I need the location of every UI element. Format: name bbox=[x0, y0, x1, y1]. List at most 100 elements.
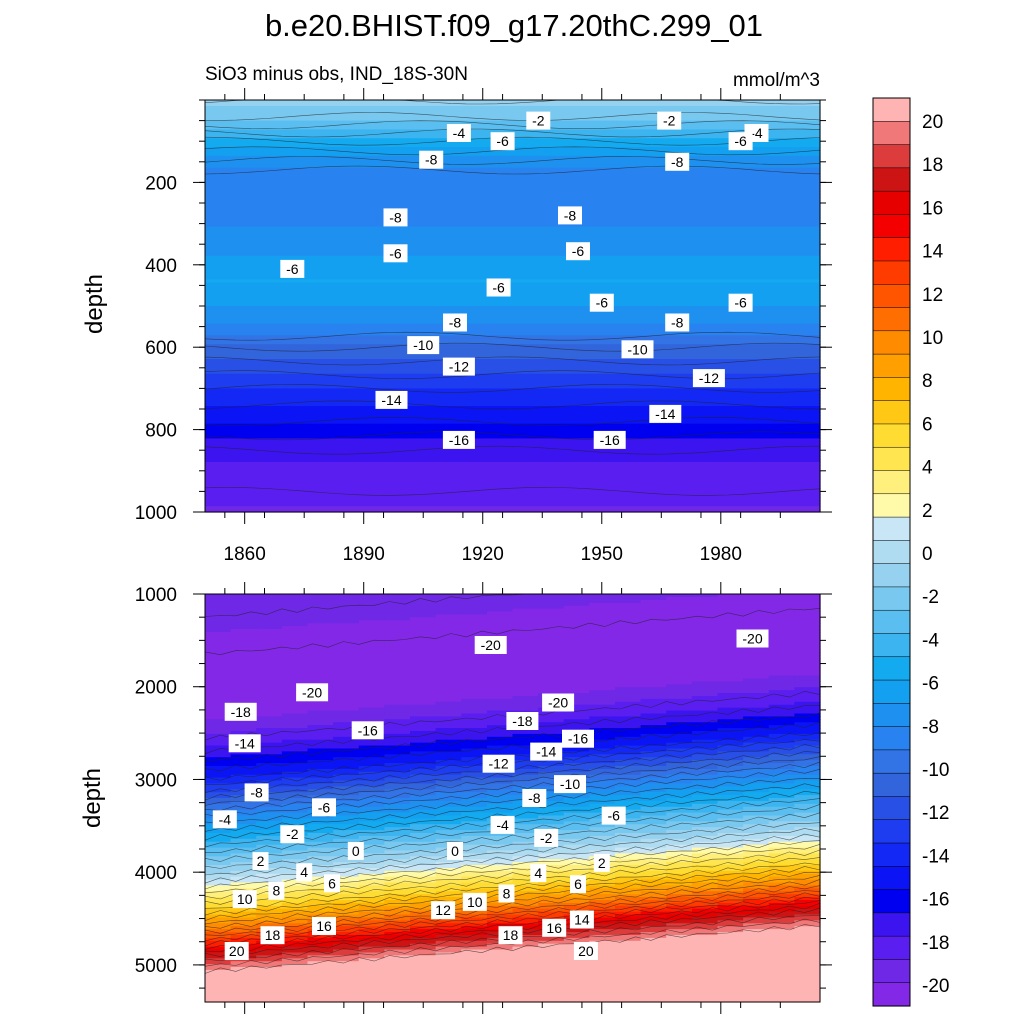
contour-cell bbox=[256, 678, 283, 683]
contour-cell bbox=[768, 789, 795, 793]
contour-cell bbox=[410, 917, 437, 921]
contour-cell bbox=[205, 335, 821, 339]
contour-cell bbox=[435, 780, 462, 785]
contour-cell bbox=[640, 955, 667, 959]
contour-cell bbox=[256, 827, 283, 831]
contour-cell bbox=[435, 952, 462, 956]
contour-cell bbox=[691, 687, 719, 691]
contour-cell bbox=[666, 608, 693, 613]
contour-cell bbox=[768, 768, 795, 773]
contour-label: 14 bbox=[569, 910, 594, 929]
colorbar-swatch bbox=[872, 819, 911, 844]
contour-cell bbox=[640, 757, 667, 761]
contour-cell bbox=[640, 675, 667, 680]
contour-cell bbox=[230, 999, 257, 1003]
contour-label-bg bbox=[419, 150, 444, 169]
contour-cell bbox=[589, 733, 616, 738]
contour-cell bbox=[538, 853, 565, 857]
contour-cell bbox=[615, 690, 642, 694]
contour-cell bbox=[563, 614, 590, 618]
contour-cell bbox=[307, 675, 334, 680]
contour-cell bbox=[691, 719, 719, 723]
colorbar-label: -14 bbox=[922, 846, 950, 867]
contour-cell bbox=[743, 978, 770, 983]
contour-cell bbox=[717, 958, 744, 962]
contour-cell bbox=[410, 850, 437, 854]
contour-cell bbox=[461, 725, 488, 729]
contour-cell bbox=[333, 646, 360, 650]
contour-cell bbox=[691, 634, 719, 639]
contour-cell bbox=[205, 129, 821, 133]
contour-cell bbox=[615, 669, 642, 674]
contour-cell bbox=[230, 975, 257, 980]
contour-cell bbox=[384, 754, 411, 758]
contour-label-bg bbox=[312, 798, 336, 817]
contour-line bbox=[204, 812, 821, 862]
contour-cell bbox=[358, 993, 385, 997]
contour-cell bbox=[512, 643, 539, 648]
colorbar-label: 16 bbox=[922, 198, 943, 219]
contour-cell bbox=[768, 602, 795, 607]
contour-cell bbox=[691, 888, 719, 892]
contour-cell bbox=[307, 862, 334, 866]
contour-cell bbox=[640, 856, 667, 860]
contour-cell bbox=[691, 780, 719, 785]
contour-cell bbox=[538, 993, 565, 997]
contour-cell bbox=[461, 832, 488, 837]
contour-cell bbox=[512, 964, 539, 968]
contour-cell bbox=[307, 984, 334, 989]
contour-cell bbox=[435, 765, 462, 770]
contour-cell bbox=[640, 652, 667, 656]
contour-cell bbox=[666, 803, 693, 808]
contour-cell bbox=[743, 704, 770, 709]
contour-cell bbox=[256, 999, 283, 1003]
contour-cell bbox=[461, 760, 488, 764]
contour-cell bbox=[486, 920, 514, 924]
contour-cell bbox=[615, 602, 642, 607]
contour-cell bbox=[615, 701, 642, 706]
contour-cell bbox=[768, 873, 795, 878]
contour-cell bbox=[461, 967, 488, 971]
contour-cell bbox=[230, 993, 257, 997]
contour-cell bbox=[538, 666, 565, 671]
contour-cell bbox=[512, 827, 539, 831]
contour-label-bg bbox=[665, 313, 690, 332]
contour-cell bbox=[768, 675, 795, 680]
contour-cell bbox=[384, 981, 411, 986]
contour-cell bbox=[435, 999, 462, 1003]
contour-cell bbox=[486, 774, 514, 779]
contour-cell bbox=[666, 926, 693, 930]
contour-cell bbox=[307, 853, 334, 857]
contour-cell bbox=[333, 663, 360, 668]
contour-cell bbox=[589, 768, 616, 773]
contour-cell bbox=[307, 958, 334, 962]
contour-cell bbox=[486, 865, 514, 869]
contour-cell bbox=[768, 634, 795, 639]
contour-cell bbox=[358, 975, 385, 980]
contour-label-bg bbox=[657, 111, 682, 130]
contour-cell bbox=[691, 760, 719, 764]
contour-cell bbox=[435, 792, 462, 796]
contour-cell bbox=[563, 809, 590, 814]
contour-cell bbox=[435, 891, 462, 895]
contour-cell bbox=[230, 859, 257, 863]
contour-cell bbox=[589, 780, 616, 785]
contour-cell bbox=[486, 728, 514, 732]
contour-cell bbox=[410, 902, 437, 907]
contour-label: 10 bbox=[462, 892, 487, 911]
contour-cell bbox=[512, 993, 539, 997]
contour-cell bbox=[563, 967, 590, 971]
contour-cell bbox=[384, 987, 411, 991]
contour-cell bbox=[640, 821, 667, 825]
contour-cell bbox=[333, 897, 360, 901]
contour-cell bbox=[205, 594, 232, 598]
contour-cell bbox=[281, 911, 309, 916]
contour-label: -2 bbox=[657, 111, 682, 130]
contour-cell bbox=[563, 707, 590, 712]
contour-cell bbox=[589, 684, 616, 688]
contour-label-bg bbox=[280, 825, 305, 844]
contour-cell bbox=[205, 114, 821, 119]
contour-cell bbox=[717, 684, 744, 688]
contour-cell bbox=[512, 972, 539, 977]
contour-cell bbox=[589, 716, 616, 720]
